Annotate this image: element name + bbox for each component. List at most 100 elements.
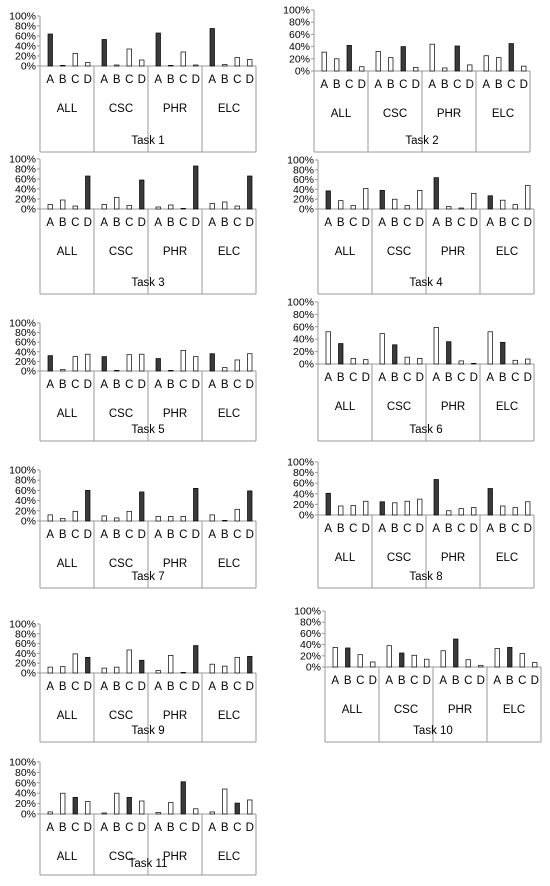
- chart-title: Task 1: [131, 135, 164, 147]
- option-label: C: [233, 681, 241, 693]
- y-tick-label: 100%: [9, 757, 36, 769]
- bar-phr-d: [471, 507, 477, 516]
- option-label: C: [179, 822, 187, 834]
- bar-csc-b: [392, 344, 398, 365]
- bar-all-b: [345, 647, 351, 668]
- y-tick-label: 0%: [299, 204, 314, 216]
- y-tick-label: 80%: [293, 309, 314, 321]
- y-tick-label: 40%: [293, 488, 314, 500]
- option-label: A: [46, 74, 54, 86]
- option-label: A: [432, 523, 440, 535]
- y-tick-label: 60%: [293, 478, 314, 490]
- option-label: A: [486, 217, 494, 229]
- bar-csc-d: [139, 179, 145, 210]
- group-label: PHR: [441, 246, 465, 258]
- option-label: C: [518, 675, 526, 687]
- option-label: A: [154, 217, 162, 229]
- bar-all-a: [47, 355, 53, 372]
- bar-phr-d: [193, 645, 199, 674]
- group-label: ALL: [335, 552, 356, 564]
- bar-phr-a: [429, 43, 435, 72]
- option-label: D: [362, 372, 370, 384]
- bar-elc-c: [234, 359, 240, 372]
- bar-all-b: [334, 58, 340, 72]
- bar-elc-b: [500, 199, 506, 210]
- group-label: CSC: [383, 108, 407, 120]
- bar-elc-b: [507, 647, 513, 668]
- bar-all-b: [338, 200, 344, 210]
- option-label: A: [208, 822, 216, 834]
- option-label: C: [125, 529, 133, 541]
- option-label: A: [378, 372, 386, 384]
- bar-phr-a: [155, 670, 161, 674]
- y-tick-label: 40%: [15, 41, 36, 53]
- group-label: ALL: [57, 710, 78, 722]
- option-label: D: [192, 74, 200, 86]
- y-tick-label: 0%: [295, 66, 310, 78]
- bar-phr-c: [180, 208, 186, 210]
- group-label: ELC: [496, 246, 518, 258]
- bar-phr-a: [155, 358, 161, 372]
- bar-elc-b: [222, 201, 228, 210]
- group-label: ELC: [218, 851, 240, 863]
- y-tick-label: 60%: [289, 29, 310, 41]
- bar-phr-b: [168, 802, 174, 815]
- group-label: ELC: [492, 108, 514, 120]
- option-label: D: [423, 675, 431, 687]
- bar-csc-a: [101, 204, 107, 210]
- option-label: D: [358, 79, 366, 91]
- option-label: C: [233, 217, 241, 229]
- option-label: C: [457, 523, 465, 535]
- bar-phr-b: [168, 204, 174, 210]
- bar-csc-b: [114, 517, 120, 522]
- bar-elc-d: [247, 353, 253, 372]
- option-label: A: [154, 681, 162, 693]
- bar-all-d: [363, 188, 369, 210]
- group-label: CSC: [387, 246, 411, 258]
- bar-elc-c: [234, 656, 240, 674]
- option-label: D: [524, 523, 532, 535]
- bar-all-a: [47, 666, 53, 674]
- option-label: D: [416, 523, 424, 535]
- option-label: D: [84, 379, 92, 391]
- bar-phr-d: [193, 356, 199, 372]
- chart-title: Task 11: [129, 858, 168, 870]
- bar-csc-d: [139, 59, 145, 67]
- y-tick-label: 100%: [283, 5, 310, 17]
- bar-elc-a: [487, 331, 493, 365]
- bar-phr-c: [180, 516, 186, 522]
- option-label: B: [441, 79, 449, 91]
- bar-csc-c: [404, 500, 410, 516]
- option-label: A: [100, 681, 108, 693]
- option-label: B: [59, 379, 67, 391]
- y-tick-label: 20%: [293, 194, 314, 206]
- bar-phr-c: [458, 508, 464, 516]
- option-label: D: [470, 523, 478, 535]
- option-label: C: [71, 74, 79, 86]
- option-label: A: [378, 217, 386, 229]
- bar-elc-b: [222, 665, 228, 674]
- bar-all-a: [47, 514, 53, 522]
- bar-all-c: [72, 53, 78, 67]
- option-label: B: [391, 217, 399, 229]
- group-label: CSC: [387, 552, 411, 564]
- option-label: C: [233, 379, 241, 391]
- option-label: B: [337, 372, 345, 384]
- bar-phr-b: [168, 65, 174, 67]
- option-label: D: [369, 675, 377, 687]
- option-label: C: [399, 79, 407, 91]
- bar-elc-a: [209, 203, 215, 210]
- option-label: D: [246, 74, 254, 86]
- option-label: A: [374, 79, 382, 91]
- option-label: B: [113, 217, 121, 229]
- bar-elc-d: [525, 185, 531, 210]
- group-label: ALL: [57, 558, 78, 570]
- option-label: C: [453, 79, 461, 91]
- option-label: B: [221, 217, 229, 229]
- option-label: B: [59, 217, 67, 229]
- bar-csc-b: [114, 792, 120, 815]
